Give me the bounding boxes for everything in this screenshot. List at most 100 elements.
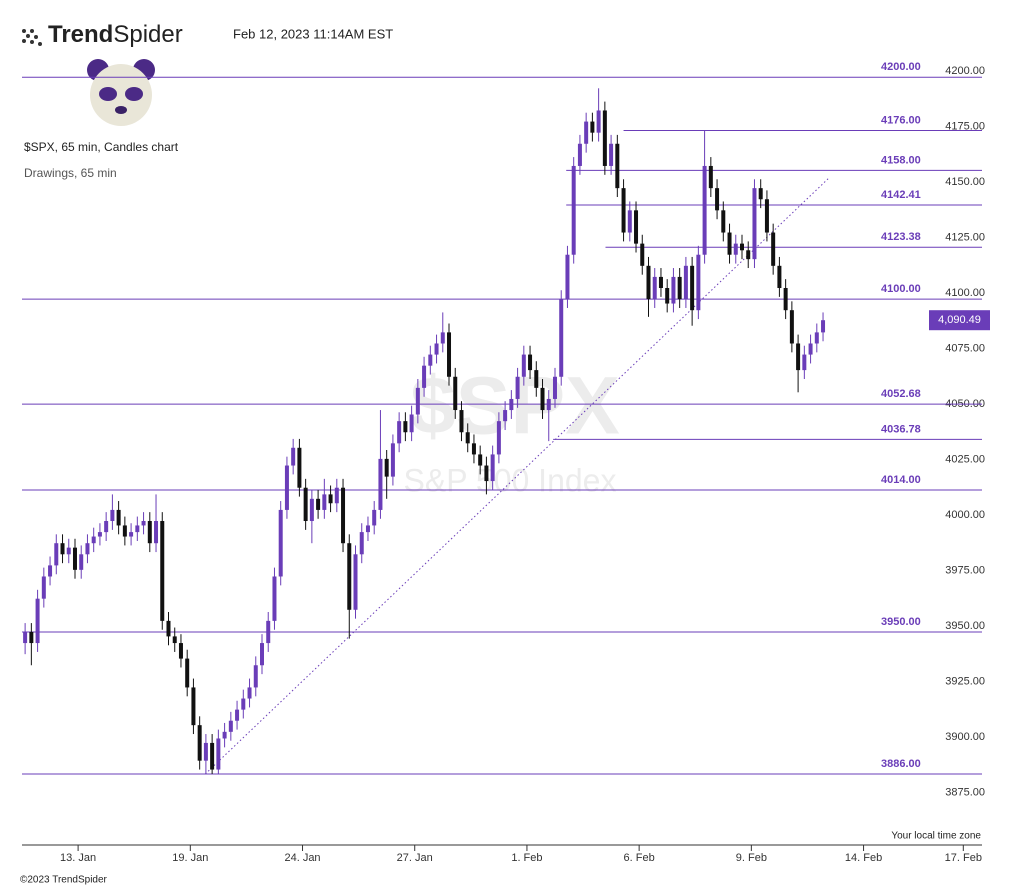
candle-body	[552, 376, 557, 399]
candle-body	[316, 498, 321, 510]
candle-body	[228, 720, 233, 732]
y-tick-label: 4025.00	[945, 453, 985, 465]
candle-body	[577, 143, 582, 166]
candle-body	[652, 276, 657, 300]
candle-body	[29, 631, 34, 644]
candle-body	[752, 188, 757, 260]
candle-body	[615, 143, 620, 189]
candle-body	[235, 709, 240, 721]
x-tick-label: 14. Feb	[845, 852, 882, 864]
candle-body	[347, 543, 352, 610]
candle-body	[440, 332, 445, 344]
candle-body	[808, 343, 813, 355]
candle-body	[609, 143, 614, 166]
candle-body	[284, 465, 289, 510]
candle-body	[390, 443, 395, 477]
level-label: 4014.00	[881, 474, 921, 486]
candle-body	[260, 643, 264, 666]
candle-body	[154, 521, 159, 544]
x-tick-label: 13. Jan	[60, 852, 96, 864]
candle-body	[696, 254, 701, 311]
candle-body	[428, 354, 433, 366]
candle-body	[48, 565, 53, 577]
candle-body	[621, 188, 626, 233]
candle-body	[758, 188, 763, 200]
candle-body	[434, 343, 439, 355]
candle-body	[116, 509, 121, 526]
candle-body	[771, 232, 776, 266]
candle-body	[521, 354, 526, 377]
brand-light: Spider	[113, 21, 182, 48]
level-label: 4036.78	[881, 423, 921, 435]
candle-body	[191, 687, 196, 726]
candle-body	[783, 288, 788, 311]
candle-body	[266, 620, 271, 644]
copyright: ©2023 TrendSpider	[20, 875, 108, 886]
candle-body	[584, 121, 589, 144]
candle-body	[571, 165, 576, 255]
candle-body	[272, 576, 277, 621]
candle-body	[397, 421, 402, 444]
candle-body	[746, 250, 751, 260]
candle-body	[210, 742, 215, 770]
level-label: 4158.00	[881, 154, 921, 166]
candle-body	[683, 265, 688, 300]
brand-bold: Trend	[48, 21, 113, 48]
candle-body	[802, 354, 807, 371]
candle-body	[328, 494, 333, 504]
level-label: 4176.00	[881, 114, 921, 126]
candle-body	[334, 487, 339, 504]
candle-body	[278, 509, 283, 577]
y-tick-label: 4100.00	[945, 287, 985, 299]
candle-body	[247, 687, 252, 699]
level-label: 4052.68	[881, 388, 921, 400]
candle-body	[478, 454, 483, 466]
candle-body	[733, 243, 738, 255]
level-label: 3886.00	[881, 758, 921, 770]
candle-body	[403, 421, 408, 433]
candle-body	[60, 543, 65, 555]
y-tick-label: 3975.00	[945, 564, 985, 576]
chart-title: $SPX, 65 min, Candles chart	[24, 140, 179, 154]
candle-body	[359, 532, 364, 555]
x-tick-label: 27. Jan	[397, 852, 433, 864]
candle-body	[590, 121, 595, 133]
candle-body	[97, 532, 102, 537]
candle-body	[671, 276, 676, 304]
candle-body	[166, 620, 171, 637]
candle-body	[646, 265, 651, 300]
candle-body	[740, 243, 744, 251]
candle-body	[135, 525, 140, 533]
candle-body	[409, 414, 414, 433]
candle-body	[471, 443, 476, 455]
candle-body	[453, 376, 458, 411]
candle-body	[821, 320, 826, 333]
candle-body	[422, 365, 427, 388]
candle-body	[23, 631, 28, 644]
candle-body	[565, 254, 570, 300]
x-tick-label: 17. Feb	[945, 852, 982, 864]
candle-body	[322, 494, 327, 510]
y-tick-label: 4150.00	[945, 176, 985, 188]
candle-body	[796, 343, 801, 371]
candle-body	[309, 498, 314, 522]
candle-body	[447, 332, 452, 377]
candle-body	[353, 554, 358, 610]
timestamp: Feb 12, 2023 11:14AM EST	[233, 26, 393, 41]
x-tick-label: 19. Jan	[172, 852, 208, 864]
chart-subtitle: Drawings, 65 min	[24, 166, 117, 180]
candle-body	[503, 410, 508, 422]
candle-body	[41, 576, 46, 599]
candle-body	[496, 421, 501, 455]
candle-body	[241, 698, 246, 710]
last-price-label: 4,090.49	[938, 314, 981, 326]
candle-body	[291, 447, 296, 466]
candle-body	[484, 465, 489, 482]
y-tick-label: 4175.00	[945, 121, 985, 133]
y-tick-label: 3900.00	[945, 731, 985, 743]
candle-body	[72, 547, 77, 570]
candle-body	[764, 199, 769, 233]
candle-body	[515, 376, 520, 399]
candle-body	[365, 525, 370, 533]
